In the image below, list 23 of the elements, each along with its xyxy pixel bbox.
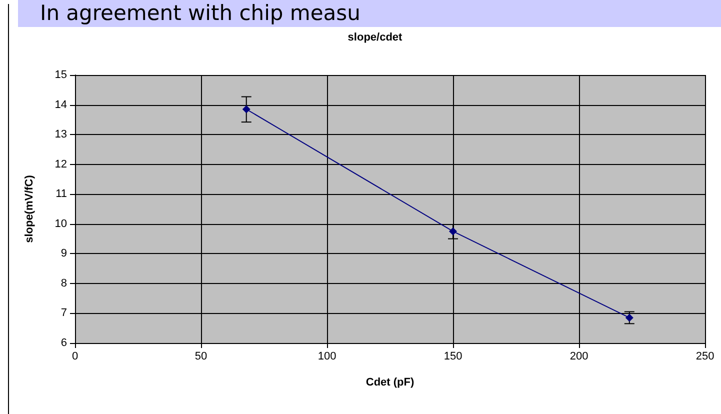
y-tick-label: 6 (60, 337, 67, 349)
x-tick-label: 250 (696, 350, 714, 362)
y-tick-label: 11 (56, 188, 67, 200)
y-tick-label: 10 (54, 218, 67, 230)
x-tick-label: 200 (570, 350, 588, 362)
x-axis-title: Cdet (pF) (366, 376, 414, 388)
y-axis-title: slope(mV/fC) (24, 174, 36, 243)
point (625, 314, 634, 322)
x-tick-label: 0 (72, 350, 78, 362)
x-tick-label: 100 (318, 350, 336, 362)
y-tick-label: 7 (60, 307, 67, 320)
x-tick-label: 50 (194, 350, 208, 362)
y-tick-label: 13 (54, 128, 67, 141)
x-tick-label: 150 (444, 350, 462, 362)
y-tick-label: 15 (54, 69, 67, 81)
y-tick-label: 14 (54, 98, 67, 111)
y-tick-label: 8 (60, 277, 67, 290)
chart-title: slope/cdet (348, 32, 403, 44)
text: In agreement with chip measu (18, 0, 721, 27)
y-tick-label: 12 (54, 158, 67, 170)
point (242, 105, 250, 114)
point (449, 227, 457, 236)
y-tick-label: 9 (60, 248, 67, 260)
